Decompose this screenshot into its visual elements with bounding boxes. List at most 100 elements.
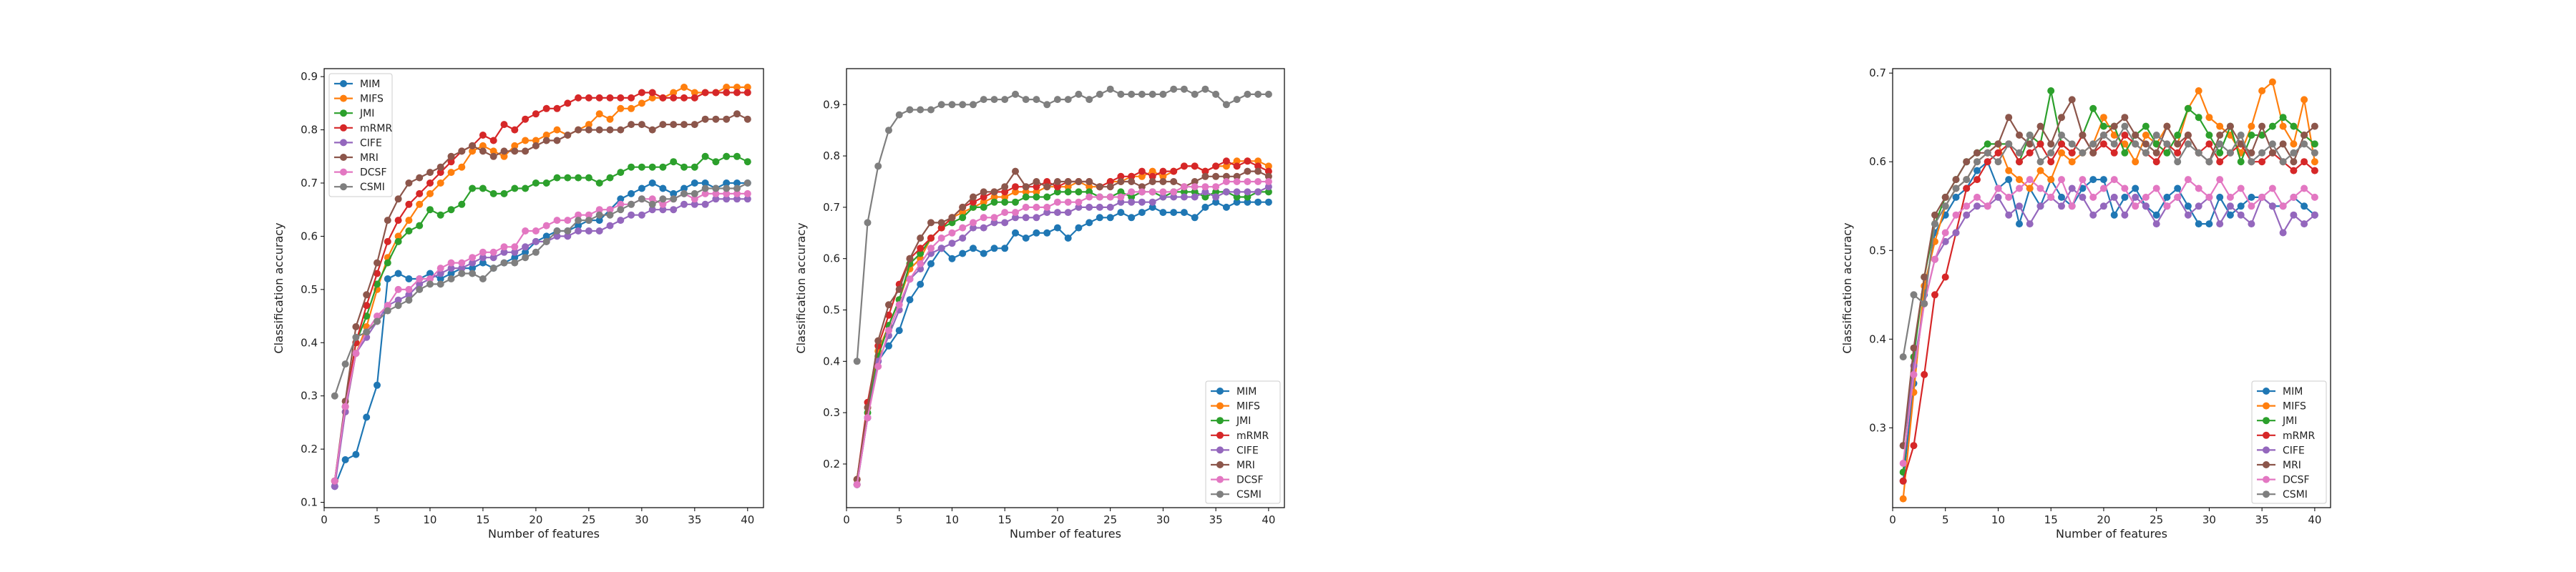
data-point [1254, 157, 1262, 165]
series-line [333, 86, 748, 481]
data-point [2016, 158, 2023, 166]
data-point [1222, 157, 1230, 165]
data-point [1233, 172, 1241, 180]
data-point [2311, 149, 2318, 157]
data-point [701, 200, 709, 208]
data-point [1191, 193, 1199, 201]
data-point [1984, 149, 1991, 157]
data-point [2216, 132, 2224, 139]
data-point [2268, 78, 2276, 86]
data-point [733, 179, 741, 187]
data-point [2226, 122, 2234, 130]
data-point [2248, 202, 2255, 210]
legend-marker [1216, 446, 1224, 454]
data-point [1117, 178, 1125, 185]
data-point [458, 270, 466, 277]
data-point [500, 243, 508, 251]
data-point [980, 96, 987, 104]
data-point [648, 206, 656, 214]
data-point [680, 163, 688, 171]
data-point [659, 200, 667, 208]
data-point [1064, 188, 1072, 196]
series-line [1902, 160, 2316, 481]
data-point [2205, 114, 2213, 122]
data-point [405, 227, 413, 235]
data-point [2184, 104, 2192, 112]
data-point [2174, 184, 2182, 192]
data-point [394, 237, 402, 245]
x-tick-label: 15 [476, 513, 489, 526]
data-point [701, 189, 709, 197]
data-point [447, 169, 455, 177]
data-point [2290, 158, 2298, 166]
data-point [733, 84, 741, 91]
x-tick-label: 20 [1050, 513, 1064, 526]
data-point [2036, 202, 2044, 210]
data-point [2058, 176, 2065, 184]
data-point [1043, 203, 1051, 211]
series-line [333, 182, 748, 397]
data-point [1254, 178, 1262, 185]
data-point [553, 217, 561, 225]
y-tick-label: 0.7 [301, 177, 318, 189]
data-point [1170, 85, 1178, 93]
data-point [469, 270, 477, 277]
data-point [1899, 460, 1907, 467]
data-point [1064, 209, 1072, 217]
data-point [638, 99, 645, 107]
data-point [2089, 193, 2097, 201]
data-point [2216, 176, 2224, 184]
data-point [352, 333, 360, 341]
data-point [2258, 132, 2266, 139]
data-point [2279, 122, 2287, 130]
x-tick-label: 5 [374, 513, 381, 526]
data-point [2036, 184, 2044, 192]
data-point [1191, 90, 1199, 98]
data-point [917, 250, 924, 257]
data-point [426, 270, 434, 277]
y-tick-label: 0.9 [823, 98, 840, 111]
data-point [2290, 122, 2298, 130]
data-point [723, 84, 731, 91]
data-point [1085, 183, 1093, 191]
data-point [426, 275, 434, 282]
data-point [575, 94, 582, 102]
x-tick-label: 5 [1942, 513, 1949, 526]
data-point [723, 195, 731, 203]
data-point [723, 184, 731, 192]
data-point [2248, 149, 2255, 157]
data-point [479, 132, 487, 139]
data-point [2268, 140, 2276, 148]
data-point [2110, 193, 2118, 201]
data-point [990, 245, 998, 252]
data-point [1233, 198, 1241, 206]
data-point [980, 188, 987, 196]
data-point [447, 259, 455, 267]
data-point [1952, 193, 1960, 201]
legend-marker [2263, 446, 2270, 454]
data-point [564, 232, 572, 240]
data-point [1128, 193, 1136, 201]
data-point [1170, 188, 1178, 196]
data-point [542, 137, 550, 144]
data-point [712, 184, 720, 192]
data-point [394, 195, 402, 203]
data-point [2152, 140, 2160, 148]
data-point [2121, 132, 2129, 139]
data-point [553, 174, 561, 182]
data-point [638, 211, 645, 219]
data-point [1148, 188, 1156, 196]
data-point [1012, 90, 1019, 98]
data-point [469, 142, 477, 149]
data-point [1033, 229, 1040, 237]
data-point [980, 224, 987, 232]
legend-label: JMI [359, 108, 374, 119]
data-point [1001, 96, 1009, 104]
legend-label: MIFS [2283, 401, 2306, 413]
y-tick-label: 0.4 [301, 336, 318, 349]
data-point [980, 214, 987, 222]
data-point [2005, 176, 2013, 184]
x-tick-label: 5 [896, 513, 903, 526]
data-point [1075, 203, 1083, 211]
data-point [331, 392, 338, 400]
